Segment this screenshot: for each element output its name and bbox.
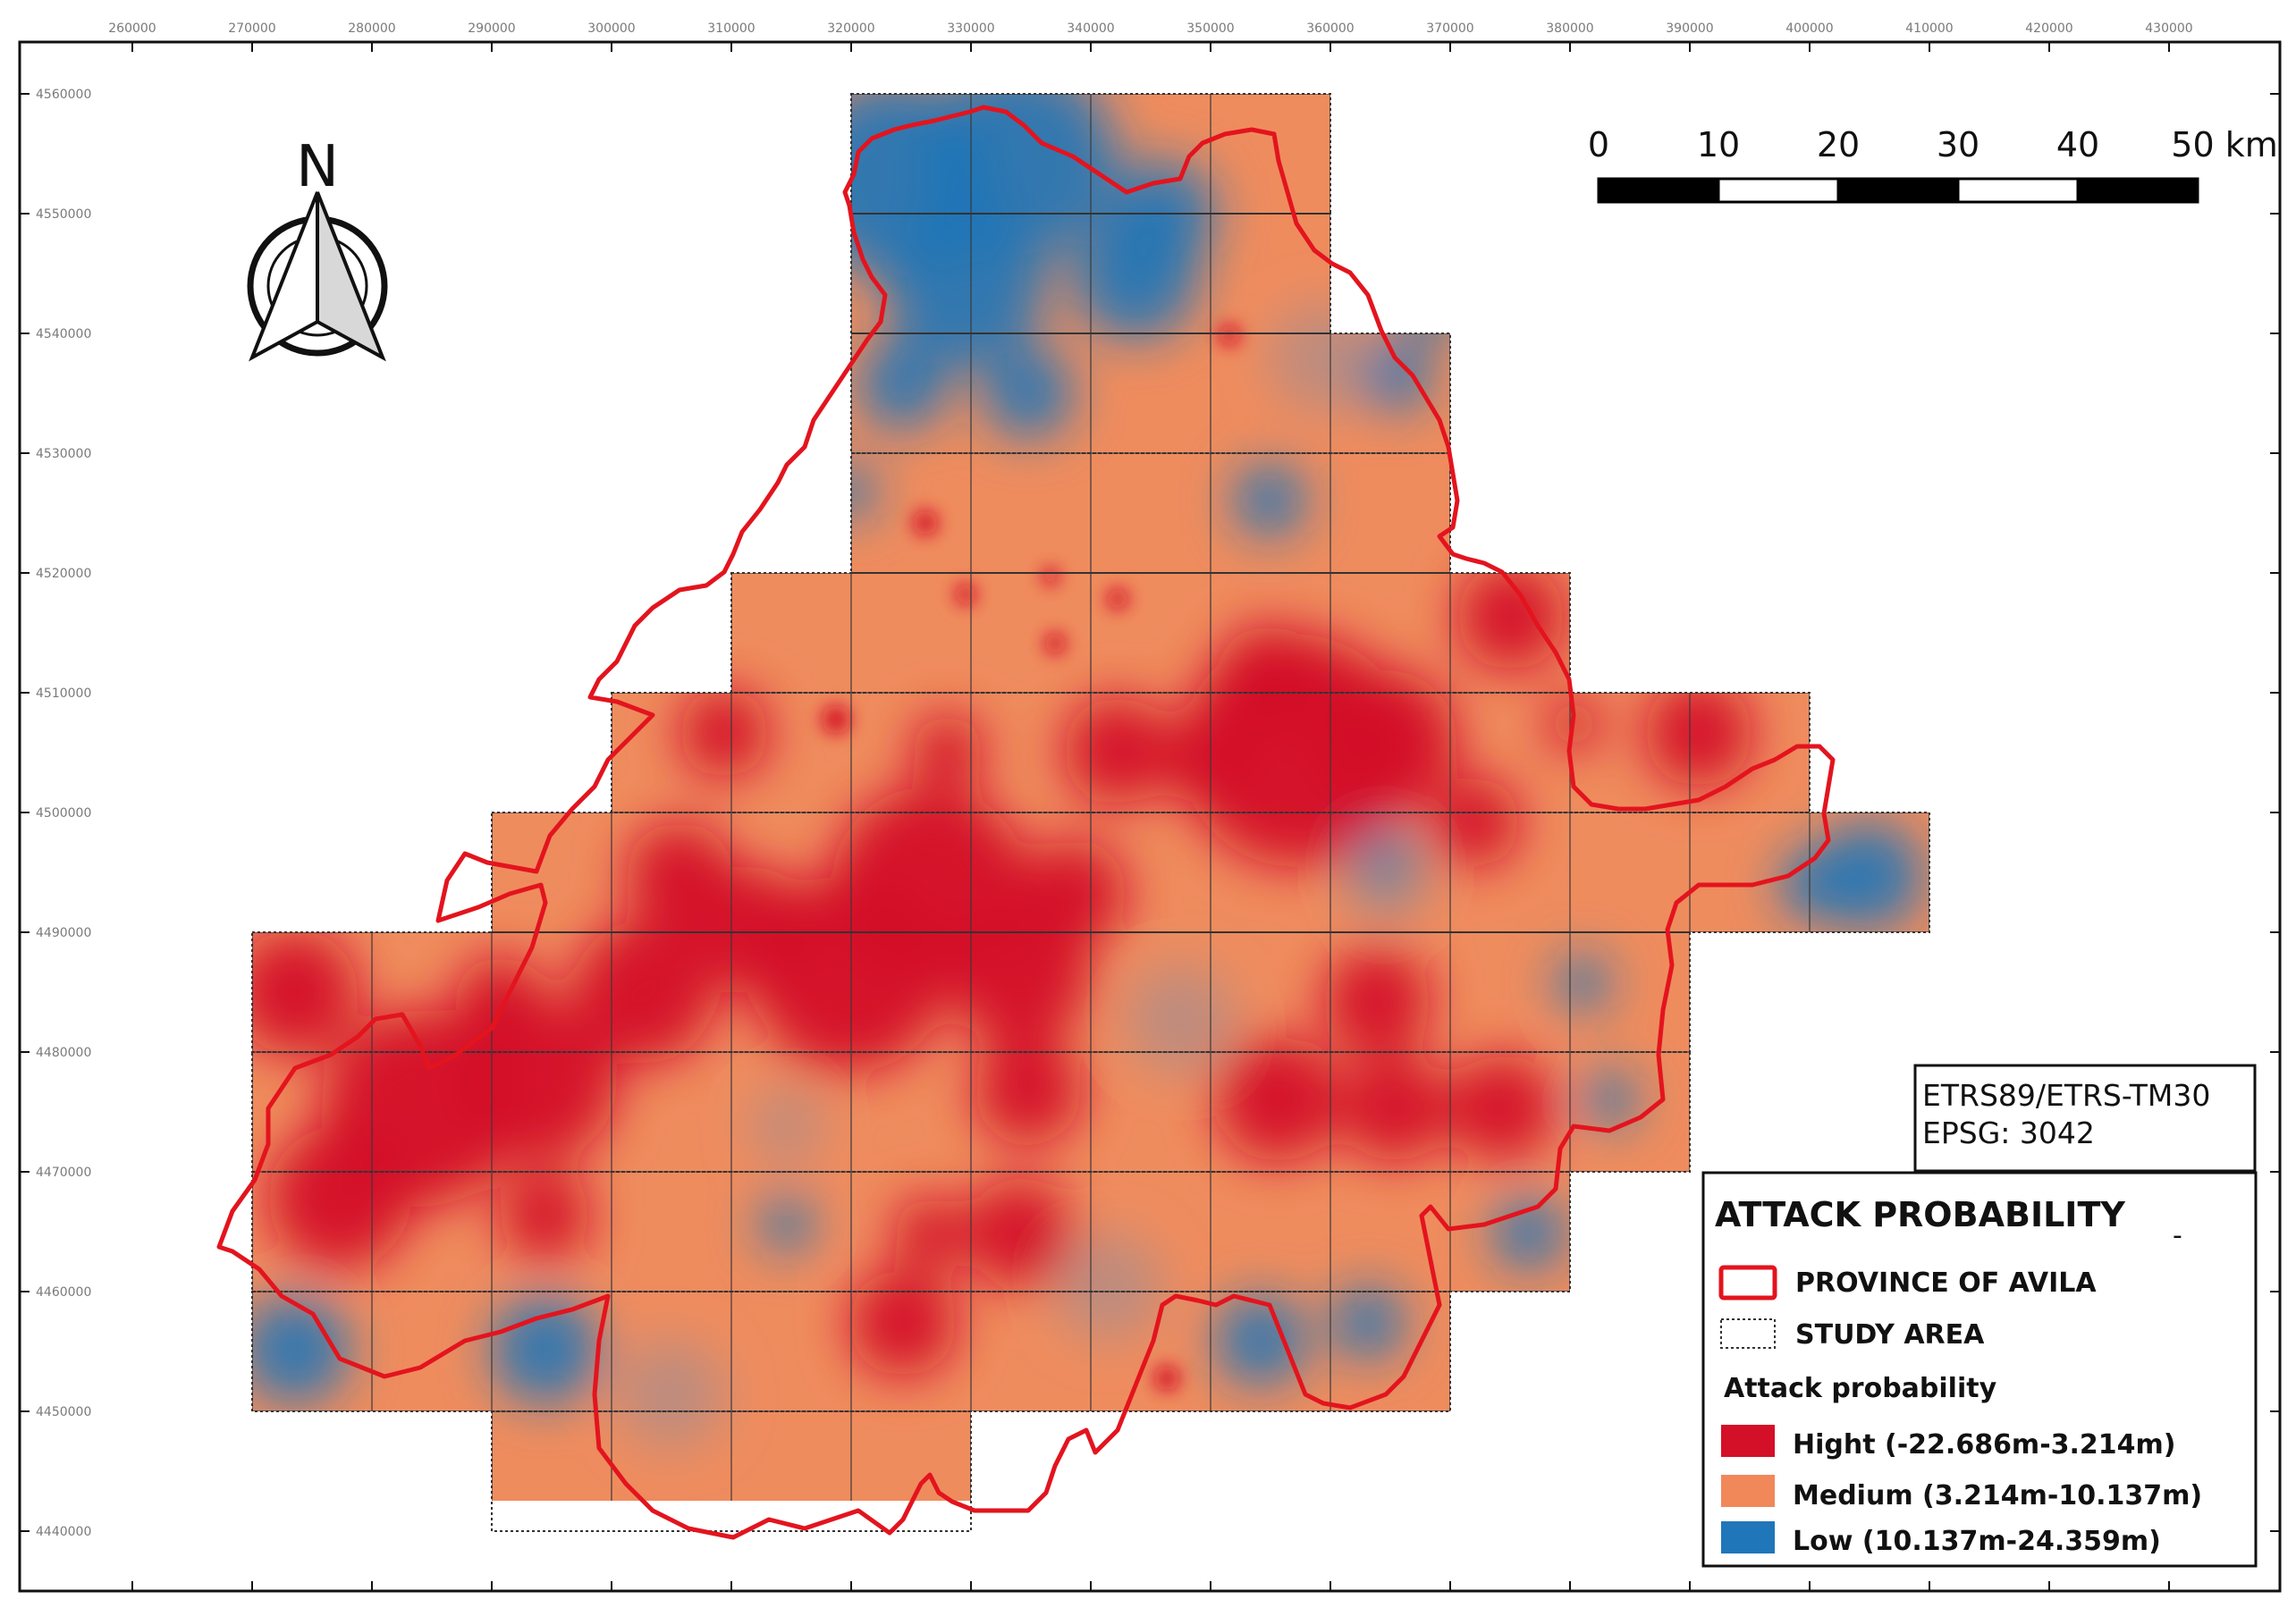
legend-high-swatch [1721, 1425, 1775, 1457]
x-tick-label: 320000 [827, 21, 874, 36]
legend-medium-swatch [1721, 1475, 1775, 1507]
legend-province-label: PROVINCE OF AVILA [1795, 1267, 2097, 1299]
y-tick-label: 4520000 [36, 567, 91, 581]
y-tick-label: 4470000 [36, 1166, 91, 1180]
crs-line-2: EPSG: 3042 [1922, 1115, 2095, 1150]
x-tick-label: 260000 [108, 21, 156, 36]
x-tick-label: 300000 [587, 21, 635, 36]
north-label: N [296, 134, 339, 200]
x-tick-label: 330000 [947, 21, 994, 36]
scale-label: 20 [1817, 125, 1860, 164]
scale-label: 30 [1937, 125, 1979, 164]
scale-bar [1597, 177, 2199, 204]
x-tick-label: 340000 [1067, 21, 1114, 36]
legend-province-swatch [1718, 1265, 1777, 1301]
x-tick-label: 360000 [1306, 21, 1354, 36]
x-tick-label: 400000 [1785, 21, 1833, 36]
x-tick-label: 290000 [468, 21, 515, 36]
y-tick-label: 4490000 [36, 926, 91, 940]
x-tick-label: 420000 [2025, 21, 2072, 36]
map-frame [18, 40, 2282, 1593]
legend-low-label: Low (10.137m-24.359m) [1793, 1526, 2161, 1557]
scale-label: 0 [1588, 125, 1609, 164]
attack-probability-surface [252, 94, 1929, 1501]
y-tick-label: 4480000 [36, 1046, 91, 1060]
legend-study-area-label: STUDY AREA [1795, 1319, 1985, 1351]
y-axis-ticks: 4560000 4550000 4540000 4530000 4520000 45100… [20, 88, 2280, 1539]
x-tick-label: 310000 [707, 21, 755, 36]
legend-subtitle: Attack probability [1724, 1373, 1997, 1404]
x-tick-label: 380000 [1546, 21, 1593, 36]
province-of-avila-boundary [216, 105, 1836, 1540]
y-tick-label: 4510000 [36, 686, 91, 701]
legend-high-label: Hight (-22.686m-3.214m) [1793, 1429, 2176, 1461]
north-arrow-icon [247, 191, 388, 362]
y-tick-label: 4460000 [36, 1285, 91, 1300]
crs-box [1913, 1064, 2257, 1173]
x-tick-label: 270000 [228, 21, 275, 36]
x-axis-ticks: 260000 270000 280000 290000 300000 310000 3200… [108, 21, 2193, 1591]
legend-dash: - [2173, 1220, 2182, 1251]
y-tick-label: 4550000 [36, 207, 91, 222]
legend: ATTACK PROBABILITY - PROVINCE OF AVILA S… [1701, 1171, 2258, 1568]
x-tick-label: 430000 [2145, 21, 2192, 36]
x-tick-label: 410000 [1905, 21, 1953, 36]
y-tick-label: 4450000 [36, 1405, 91, 1419]
x-tick-label: 390000 [1666, 21, 1713, 36]
y-tick-label: 4440000 [36, 1525, 91, 1539]
scale-bar-labels: 0 10 20 30 40 50 km [1588, 125, 2278, 164]
legend-study-area-swatch [1720, 1318, 1776, 1349]
x-tick-label: 350000 [1186, 21, 1234, 36]
y-tick-label: 4540000 [36, 327, 91, 341]
x-tick-label: 280000 [348, 21, 395, 36]
scale-label: 10 [1697, 125, 1740, 164]
y-tick-label: 4500000 [36, 806, 91, 821]
y-tick-label: 4530000 [36, 447, 91, 461]
scale-label: 50 km [2171, 125, 2277, 164]
legend-title: ATTACK PROBABILITY [1715, 1195, 2125, 1234]
y-tick-label: 4560000 [36, 88, 91, 102]
crs-line-1: ETRS89/ETRS-TM30 [1922, 1078, 2210, 1113]
x-tick-label: 370000 [1426, 21, 1473, 36]
legend-medium-label: Medium (3.214m-10.137m) [1793, 1480, 2202, 1511]
legend-low-swatch [1721, 1521, 1775, 1553]
scale-label: 40 [2056, 125, 2099, 164]
